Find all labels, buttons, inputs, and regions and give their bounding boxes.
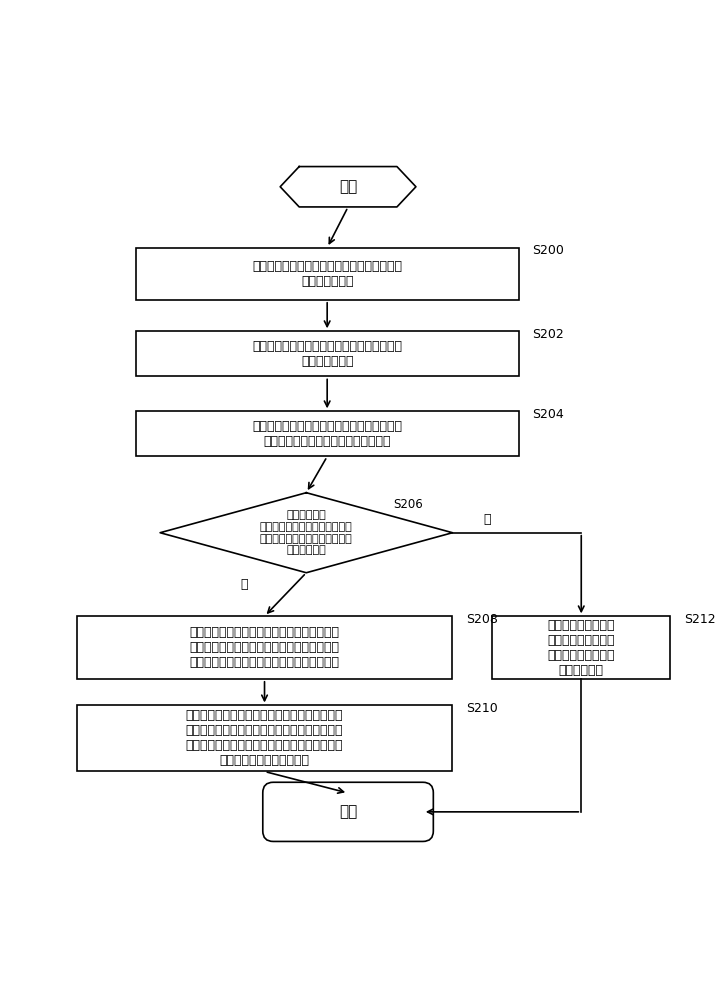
Text: 分析含有同一
区域的多个关联区域组合对应的
优先级最高的调整颜色组合是否
存在颜色冲突: 分析含有同一 区域的多个关联区域组合对应的 优先级最高的调整颜色组合是否 存在颜… [260, 510, 353, 555]
FancyBboxPatch shape [77, 705, 452, 771]
Text: S204: S204 [533, 408, 564, 421]
Text: 在所述多个关联区域组合中随机锁定一个区域
组合，将该锁定区域组合对应的优先级最高的
调整颜色组合确定为对应的确认调整颜色组合: 在所述多个关联区域组合中随机锁定一个区域 组合，将该锁定区域组合对应的优先级最高… [190, 626, 340, 669]
FancyBboxPatch shape [136, 248, 518, 300]
Text: S200: S200 [533, 244, 564, 257]
Text: S208: S208 [467, 613, 498, 626]
FancyBboxPatch shape [263, 782, 434, 841]
Text: 是: 是 [240, 578, 248, 591]
Text: S206: S206 [393, 498, 424, 511]
Text: 否: 否 [483, 513, 491, 526]
Text: 针对所述多个关联区域组合中的其他各个区域组
合，挑选出优先级较高，且与该锁定区域组合中
同一区域的调整颜色一致的调整颜色组合，确定
为对应的确认调整颜色组合: 针对所述多个关联区域组合中的其他各个区域组 合，挑选出优先级较高，且与该锁定区域… [186, 709, 343, 767]
Text: 根据预设的映射关系找出该目标颜色组合对应
的调整颜色组合: 根据预设的映射关系找出该目标颜色组合对应 的调整颜色组合 [252, 340, 402, 368]
Polygon shape [160, 493, 452, 573]
Text: 从所述目标颜色组合对应的各个区域组合中确
定出含有同一区域的多个关联区域组合: 从所述目标颜色组合对应的各个区域组合中确 定出含有同一区域的多个关联区域组合 [252, 420, 402, 448]
Text: S202: S202 [533, 328, 564, 341]
Text: 结束: 结束 [339, 804, 357, 819]
Polygon shape [280, 167, 416, 207]
Text: S210: S210 [467, 702, 498, 715]
Text: 从识别出的各个颜色组合中找出包括色盲颜色
的目标颜色组合: 从识别出的各个颜色组合中找出包括色盲颜色 的目标颜色组合 [252, 260, 402, 288]
FancyBboxPatch shape [77, 616, 452, 679]
Text: 开始: 开始 [339, 179, 357, 194]
Text: 将优先级最高的调整
颜色组合确定为各个
区域组合对应的确认
调整颜色组合: 将优先级最高的调整 颜色组合确定为各个 区域组合对应的确认 调整颜色组合 [548, 619, 615, 677]
FancyBboxPatch shape [493, 616, 670, 679]
Text: S212: S212 [684, 613, 716, 626]
FancyBboxPatch shape [136, 411, 518, 456]
FancyBboxPatch shape [136, 331, 518, 376]
